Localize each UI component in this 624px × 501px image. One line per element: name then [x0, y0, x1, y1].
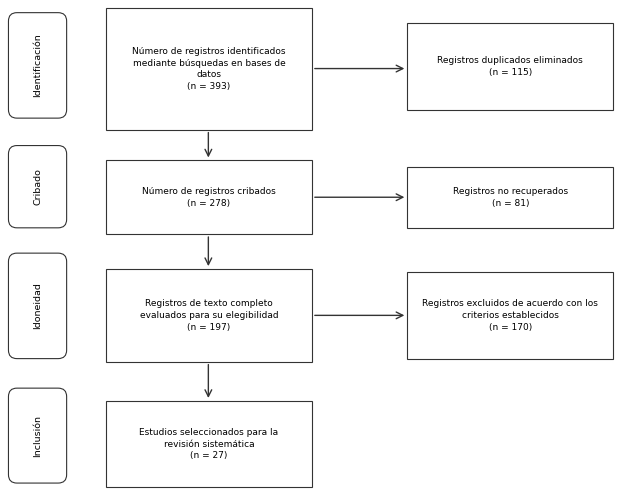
Text: Registros de texto completo
evaluados para su elegibilidad
(n = 197): Registros de texto completo evaluados pa… — [140, 299, 278, 332]
Text: Idoneidad: Idoneidad — [33, 283, 42, 329]
Text: Registros excluidos de acuerdo con los
criterios establecidos
(n = 170): Registros excluidos de acuerdo con los c… — [422, 299, 598, 332]
Text: Número de registros identificados
mediante búsquedas en bases de
datos
(n = 393): Número de registros identificados median… — [132, 47, 286, 91]
Text: Registros no recuperados
(n = 81): Registros no recuperados (n = 81) — [453, 187, 568, 207]
FancyBboxPatch shape — [9, 253, 67, 359]
Bar — [105, 9, 312, 130]
Bar — [105, 160, 312, 234]
Bar — [407, 272, 613, 359]
FancyBboxPatch shape — [9, 146, 67, 228]
Text: Identificación: Identificación — [33, 34, 42, 97]
Text: Inclusión: Inclusión — [33, 415, 42, 456]
FancyBboxPatch shape — [9, 388, 67, 483]
Text: Número de registros cribados
(n = 278): Número de registros cribados (n = 278) — [142, 187, 276, 207]
Bar — [105, 269, 312, 362]
Text: Estudios seleccionados para la
revisión sistemática
(n = 27): Estudios seleccionados para la revisión … — [139, 428, 278, 460]
FancyBboxPatch shape — [9, 13, 67, 118]
Bar — [407, 23, 613, 110]
Bar — [407, 167, 613, 228]
Bar — [105, 401, 312, 487]
Text: Cribado: Cribado — [33, 168, 42, 205]
Text: Registros duplicados eliminados
(n = 115): Registros duplicados eliminados (n = 115… — [437, 56, 583, 77]
